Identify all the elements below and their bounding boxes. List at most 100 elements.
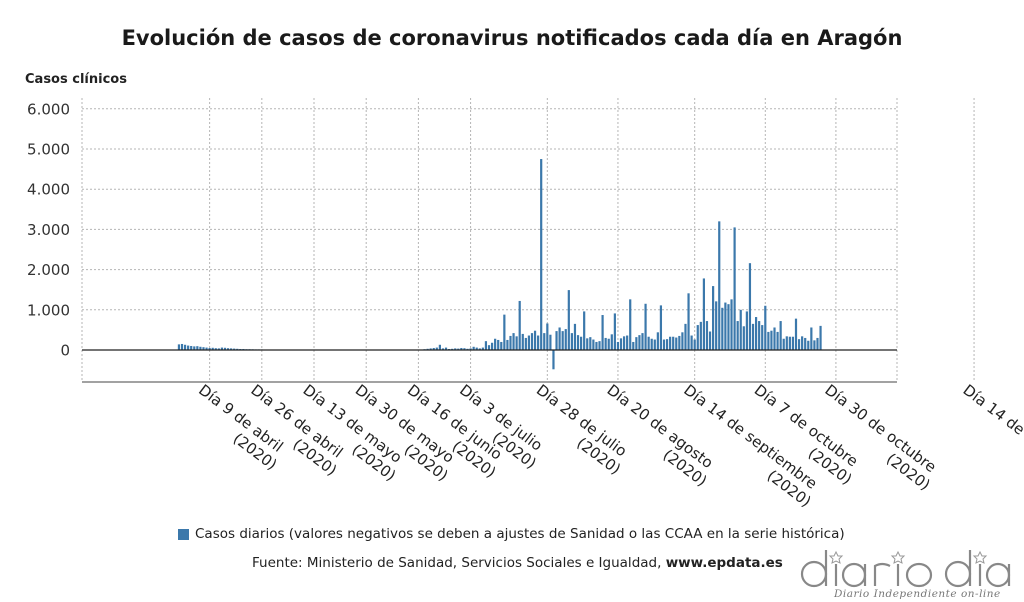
- bar: [687, 293, 690, 350]
- diario-dia-logo: [800, 550, 1011, 588]
- bar: [767, 331, 770, 350]
- bar: [549, 334, 552, 350]
- bar: [807, 340, 810, 350]
- bar: [540, 159, 543, 350]
- bar: [463, 348, 466, 350]
- bar: [733, 227, 736, 350]
- bar: [721, 307, 724, 350]
- bar: [530, 333, 534, 350]
- bar: [613, 313, 616, 350]
- svg-text:Día 14 de diciembre: Día 14 de diciembre: [960, 381, 1024, 487]
- bar: [745, 311, 748, 350]
- bar: [632, 341, 635, 350]
- bar: [226, 348, 230, 350]
- legend-swatch: [178, 528, 189, 540]
- bar: [776, 331, 779, 350]
- bar: [196, 346, 199, 350]
- bar: [791, 336, 795, 350]
- bar: [761, 325, 764, 350]
- y-tick-label: 3.000: [27, 221, 70, 239]
- bar: [610, 334, 613, 350]
- bar: [794, 318, 798, 350]
- bar: [524, 337, 527, 350]
- bar: [607, 338, 610, 350]
- bar: [601, 315, 604, 350]
- bar: [509, 335, 512, 350]
- bar: [561, 331, 564, 350]
- bar: [690, 335, 693, 350]
- bar: [813, 340, 816, 350]
- bar: [503, 314, 506, 350]
- bar: [782, 338, 785, 350]
- bar: [622, 336, 626, 350]
- bar: [177, 344, 181, 350]
- bar: [586, 338, 589, 350]
- bar: [187, 345, 190, 350]
- bar: [555, 331, 558, 350]
- bar: [475, 347, 478, 350]
- bar: [180, 343, 184, 350]
- bar: [214, 348, 217, 350]
- bar: [619, 338, 623, 350]
- bar: [770, 330, 773, 350]
- bar: [598, 341, 601, 350]
- bar: [712, 286, 715, 350]
- bar: [205, 347, 208, 350]
- bar: [665, 339, 669, 350]
- bar: [500, 341, 503, 350]
- bar: [675, 337, 678, 350]
- bar: [444, 347, 448, 350]
- bar: [233, 348, 236, 350]
- bar: [708, 331, 712, 350]
- bar: [457, 348, 460, 350]
- bar: [506, 339, 509, 350]
- bar: [202, 347, 205, 350]
- bar: [537, 335, 540, 350]
- bar: [647, 336, 650, 350]
- bar: [576, 335, 580, 350]
- bar: [543, 333, 546, 350]
- bar: [494, 338, 497, 350]
- source-prefix: Fuente: Ministerio de Sanidad, Servicios…: [252, 555, 666, 571]
- bar: [580, 336, 583, 350]
- logo-tagline: Diario Independiente on-line: [834, 588, 1001, 600]
- bar: [696, 325, 699, 350]
- bar: [629, 299, 632, 350]
- x-tick-label: Día 14 de diciembre: [960, 381, 1024, 487]
- y-tick-label: 4.000: [27, 181, 70, 199]
- bar: [748, 263, 752, 350]
- bar: [626, 335, 629, 350]
- bar: [699, 321, 702, 350]
- bar: [656, 332, 659, 350]
- bar: [788, 336, 791, 350]
- bar: [764, 305, 767, 350]
- bar: [527, 335, 531, 350]
- bar: [727, 304, 730, 350]
- bar: [223, 347, 227, 350]
- bar: [573, 323, 577, 350]
- bar: [546, 323, 549, 350]
- bar: [751, 323, 755, 350]
- legend: Casos diarios (valores negativos se debe…: [178, 526, 845, 542]
- bar: [199, 346, 202, 350]
- bar: [678, 335, 681, 350]
- bar: [804, 337, 807, 350]
- bar: [635, 337, 638, 350]
- bar: [616, 341, 620, 350]
- bar: [518, 300, 521, 350]
- bar: [512, 333, 515, 350]
- bar: [785, 336, 788, 350]
- bar: [739, 309, 742, 350]
- source-site: www.epdata.es: [665, 555, 783, 571]
- bar: [773, 327, 776, 350]
- y-tick-label: 5.000: [27, 141, 70, 159]
- bar: [211, 347, 214, 350]
- bar: [736, 321, 739, 350]
- bar: [497, 339, 500, 350]
- bar: [797, 339, 801, 350]
- bar: [478, 348, 481, 350]
- bar: [435, 347, 438, 350]
- bar: [432, 347, 435, 350]
- bar: [653, 339, 656, 350]
